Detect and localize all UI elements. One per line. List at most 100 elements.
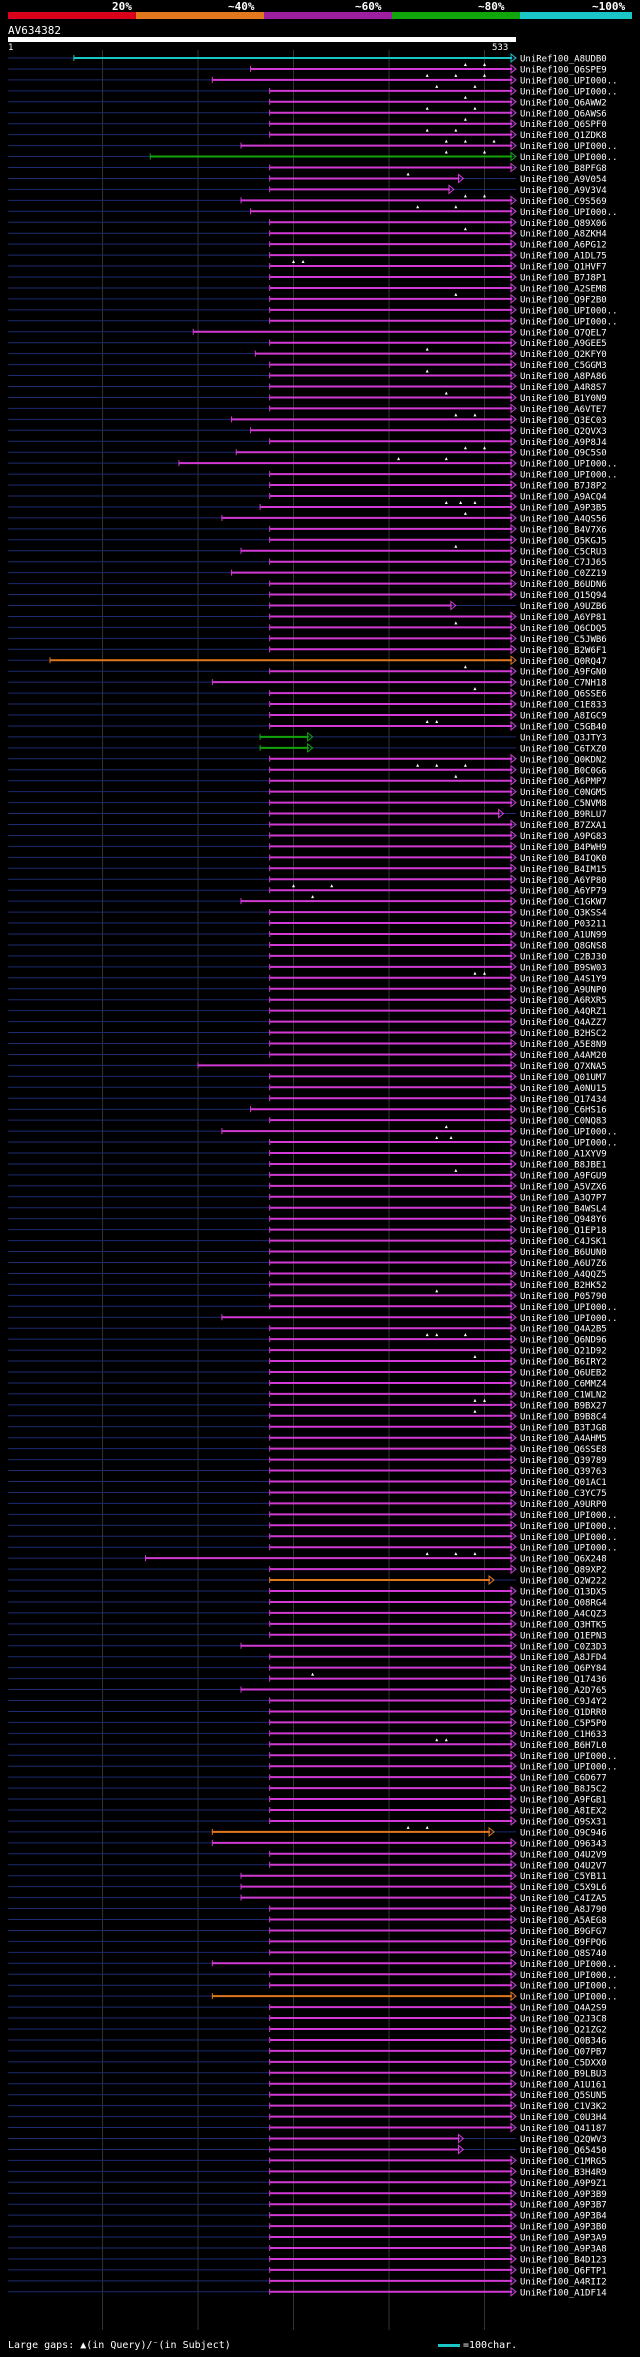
- hit-label[interactable]: UniRef100_UPI000..: [520, 306, 618, 316]
- hit-row[interactable]: UniRef100_Q6X248: [8, 1552, 607, 1565]
- hit-label[interactable]: UniRef100_A6U7Z6: [520, 1259, 607, 1269]
- hit-row[interactable]: UniRef100_C5CRU3: [8, 544, 607, 558]
- hit-row[interactable]: UniRef100_C0Z3D3: [8, 1640, 607, 1653]
- hit-row[interactable]: UniRef100_Q1DRR0: [8, 1706, 607, 1718]
- hit-row[interactable]: UniRef100_C1MRG5: [8, 2155, 607, 2167]
- hit-label[interactable]: UniRef100_Q9FPQ6: [520, 1938, 607, 1948]
- hit-label[interactable]: UniRef100_A6VTE7: [520, 405, 607, 415]
- hit-row[interactable]: UniRef100_Q96343: [8, 1837, 607, 1850]
- hit-label[interactable]: UniRef100_C1E833: [520, 701, 607, 711]
- hit-label[interactable]: UniRef100_UPI000..: [520, 1971, 618, 1981]
- hit-row[interactable]: UniRef100_A4S1Y9: [8, 971, 607, 985]
- hit-label[interactable]: UniRef100_B8JBE1: [520, 1160, 607, 1170]
- hit-row[interactable]: UniRef100_Q6SSE6: [8, 687, 607, 700]
- hit-label[interactable]: UniRef100_C6TXZ0: [520, 744, 607, 754]
- hit-row[interactable]: UniRef100_B1Y0N9: [8, 391, 607, 404]
- hit-row[interactable]: UniRef100_Q6AWW2: [8, 95, 607, 109]
- hit-label[interactable]: UniRef100_A9ACQ4: [520, 493, 607, 503]
- hit-label[interactable]: UniRef100_Q6CDQ5: [520, 624, 607, 634]
- hit-row[interactable]: UniRef100_A6YP79: [8, 884, 607, 897]
- hit-row[interactable]: UniRef100_Q65450: [8, 2144, 607, 2156]
- hit-row[interactable]: UniRef100_B9B8C4: [8, 1409, 607, 1423]
- hit-label[interactable]: UniRef100_A9V3V4: [520, 186, 607, 196]
- hit-label[interactable]: UniRef100_A0NU15: [520, 1084, 607, 1094]
- hit-label[interactable]: UniRef100_B8PFG8: [520, 164, 607, 174]
- hit-row[interactable]: UniRef100_A4R8S7: [8, 381, 607, 394]
- hit-label[interactable]: UniRef100_C5X9L6: [520, 1883, 607, 1893]
- hit-label[interactable]: UniRef100_Q4A2B5: [520, 1325, 607, 1335]
- hit-label[interactable]: UniRef100_Q0B346: [520, 2036, 607, 2046]
- hit-label[interactable]: UniRef100_Q9C946: [520, 1828, 607, 1838]
- hit-label[interactable]: UniRef100_A4R8S7: [520, 383, 607, 393]
- hit-label[interactable]: UniRef100_Q1ZDK8: [520, 131, 607, 141]
- hit-label[interactable]: UniRef100_Q6FTP1: [520, 2266, 607, 2276]
- hit-row[interactable]: UniRef100_Q0RQ47: [8, 655, 607, 667]
- hit-label[interactable]: UniRef100_Q08RG4: [520, 1598, 607, 1608]
- hit-row[interactable]: UniRef100_Q6ND96: [8, 1333, 607, 1346]
- hit-label[interactable]: UniRef100_C1GKW7: [520, 898, 607, 908]
- hit-row[interactable]: UniRef100_A4QRZ1: [8, 1005, 607, 1018]
- hit-row[interactable]: UniRef100_C1V3K2: [8, 2100, 607, 2113]
- hit-row[interactable]: UniRef100_A8J790: [8, 1903, 607, 1916]
- hit-label[interactable]: UniRef100_B4V7X6: [520, 525, 607, 535]
- hit-label[interactable]: UniRef100_Q6AWS6: [520, 109, 607, 119]
- hit-label[interactable]: UniRef100_C0ZZ19: [520, 569, 607, 579]
- hit-label[interactable]: UniRef100_Q3EC03: [520, 416, 607, 426]
- hit-label[interactable]: UniRef100_Q4U2V7: [520, 1861, 607, 1871]
- hit-label[interactable]: UniRef100_Q89XP2: [520, 1566, 607, 1576]
- hit-label[interactable]: UniRef100_B6H7L0: [520, 1741, 607, 1751]
- hit-label[interactable]: UniRef100_C2BJ30: [520, 952, 607, 962]
- hit-row[interactable]: UniRef100_Q21ZG2: [8, 2023, 607, 2036]
- hit-label[interactable]: UniRef100_Q9SX31: [520, 1817, 607, 1827]
- hit-row[interactable]: UniRef100_UPI000..: [8, 1312, 618, 1324]
- hit-label[interactable]: UniRef100_Q0RQ47: [520, 657, 607, 667]
- hit-row[interactable]: UniRef100_Q6PY84: [8, 1662, 607, 1675]
- hit-label[interactable]: UniRef100_C7NH18: [520, 679, 607, 689]
- hit-label[interactable]: UniRef100_Q948Y6: [520, 1215, 607, 1225]
- hit-row[interactable]: UniRef100_B6UUN0: [8, 1246, 607, 1259]
- hit-row[interactable]: UniRef100_Q07PB7: [8, 2045, 607, 2057]
- hit-label[interactable]: UniRef100_UPI000..: [520, 153, 618, 163]
- hit-row[interactable]: UniRef100_A6U7Z6: [8, 1257, 607, 1270]
- hit-row[interactable]: UniRef100_B4D123: [8, 2253, 607, 2266]
- hit-row[interactable]: UniRef100_A8UDB0: [8, 52, 607, 65]
- hit-label[interactable]: UniRef100_A1XYV9: [520, 1150, 607, 1160]
- hit-row[interactable]: UniRef100_UPI000..: [8, 150, 618, 164]
- hit-label[interactable]: UniRef100_A6PG12: [520, 241, 607, 251]
- hit-label[interactable]: UniRef100_UPI000..: [520, 1993, 618, 2003]
- hit-label[interactable]: UniRef100_UPI000..: [520, 1314, 618, 1324]
- hit-label[interactable]: UniRef100_Q01UM7: [520, 1073, 607, 1083]
- hit-row[interactable]: UniRef100_A9P3B5: [8, 500, 607, 514]
- hit-row[interactable]: UniRef100_A9UNP0: [8, 983, 607, 996]
- hit-row[interactable]: UniRef100_A8PA86: [8, 369, 607, 383]
- hit-row[interactable]: UniRef100_C5GGM3: [8, 359, 607, 372]
- hit-label[interactable]: UniRef100_C0NGM5: [520, 788, 607, 798]
- hit-row[interactable]: UniRef100_B4V7X6: [8, 523, 607, 536]
- hit-label[interactable]: UniRef100_UPI000..: [520, 1752, 618, 1762]
- hit-row[interactable]: UniRef100_Q4U2V7: [8, 1859, 607, 1872]
- hit-row[interactable]: UniRef100_UPI000..: [8, 139, 618, 153]
- hit-label[interactable]: UniRef100_P03211: [520, 920, 607, 930]
- hit-label[interactable]: UniRef100_UPI000..: [520, 1522, 618, 1532]
- hit-row[interactable]: UniRef100_Q8S740: [8, 1947, 607, 1959]
- hit-row[interactable]: UniRef100_UPI000..: [8, 1509, 618, 1521]
- hit-row[interactable]: UniRef100_Q9C5S0: [8, 446, 607, 459]
- hit-label[interactable]: UniRef100_C0U3H4: [520, 2113, 607, 2123]
- hit-row[interactable]: UniRef100_Q4U2V9: [8, 1848, 607, 1861]
- hit-row[interactable]: UniRef100_B4IM15: [8, 863, 607, 875]
- hit-row[interactable]: UniRef100_A8IEX2: [8, 1804, 607, 1817]
- hit-row[interactable]: UniRef100_A6YP80: [8, 874, 607, 886]
- hit-label[interactable]: UniRef100_A5E8N9: [520, 1040, 607, 1050]
- hit-label[interactable]: UniRef100_Q6X248: [520, 1555, 607, 1565]
- hit-label[interactable]: UniRef100_Q39789: [520, 1456, 607, 1466]
- hit-row[interactable]: UniRef100_Q39789: [8, 1454, 607, 1467]
- hit-label[interactable]: UniRef100_UPI000..: [520, 1128, 618, 1138]
- hit-label[interactable]: UniRef100_Q39763: [520, 1467, 607, 1477]
- hit-row[interactable]: UniRef100_Q3HTK5: [8, 1618, 607, 1631]
- hit-label[interactable]: UniRef100_UPI000..: [520, 1139, 618, 1149]
- hit-row[interactable]: UniRef100_C6TXZ0: [8, 742, 607, 755]
- hit-row[interactable]: UniRef100_Q1ZDK8: [8, 128, 607, 142]
- hit-label[interactable]: UniRef100_C1WLN2: [520, 1390, 607, 1400]
- hit-row[interactable]: UniRef100_C7NH18: [8, 677, 607, 689]
- hit-label[interactable]: UniRef100_Q7XNA5: [520, 1062, 607, 1072]
